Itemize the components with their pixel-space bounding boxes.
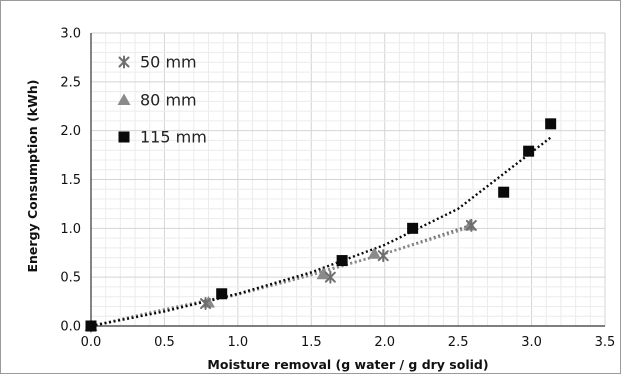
y-tick-label: 2.0 xyxy=(60,124,81,139)
x-tick-label: 0.5 xyxy=(154,335,175,350)
x-tick-labels: 0.0 0.5 1.0 1.5 2.0 2.5 3.0 3.5 xyxy=(81,335,616,350)
axes xyxy=(90,33,605,327)
legend-marker-80-mm xyxy=(117,93,131,105)
x-tick-label: 3.0 xyxy=(521,335,542,350)
data-point-115-mm xyxy=(407,222,419,234)
x-tick-label: 1.0 xyxy=(228,335,249,350)
trendline-115-mm xyxy=(90,136,552,328)
x-tick-label: 1.5 xyxy=(301,335,322,350)
data-point-50-mm xyxy=(377,249,389,263)
data-point-115-mm xyxy=(545,118,557,130)
y-tick-label: 0.0 xyxy=(60,320,81,335)
x-axis-title: Moisture removal (g water / g dry solid) xyxy=(207,357,488,372)
trendline-80-mm xyxy=(90,226,471,328)
data-point-115-mm xyxy=(498,186,510,198)
legend-label: 115 mm xyxy=(140,128,207,147)
x-tick-label: 0.0 xyxy=(81,335,102,350)
y-tick-label: 3.0 xyxy=(60,27,81,42)
data-point-115-mm xyxy=(216,288,228,300)
x-tick-label: 3.5 xyxy=(595,335,616,350)
data-point-115-mm xyxy=(523,145,535,157)
legend-label: 50 mm xyxy=(140,53,197,72)
data-point-80-mm xyxy=(316,267,330,280)
y-tick-label: 1.0 xyxy=(60,222,81,237)
legend-label: 80 mm xyxy=(140,91,197,110)
y-tick-labels: 0.0 0.5 1.0 1.5 2.0 2.5 3.0 xyxy=(60,27,81,335)
grid xyxy=(90,32,606,327)
data-point-50-mm xyxy=(465,218,477,232)
data-point-50-mm xyxy=(324,270,336,284)
data-point-115-mm xyxy=(336,255,348,267)
y-tick-label: 2.5 xyxy=(60,75,81,90)
data-point-80-mm xyxy=(367,247,381,259)
data-point-115-mm xyxy=(85,320,97,332)
y-axis-title: Energy Consumption (kWh) xyxy=(25,79,40,272)
x-tick-label: 2.0 xyxy=(374,335,395,350)
trendlines xyxy=(90,136,552,328)
legend: 50 mm 80 mm 115 mm xyxy=(117,53,207,147)
data-point-50-mm xyxy=(200,297,212,311)
legend-marker-50-mm xyxy=(118,55,130,69)
y-tick-label: 0.5 xyxy=(60,271,81,286)
legend-marker-115-mm xyxy=(118,131,130,143)
y-tick-label: 1.5 xyxy=(60,173,81,188)
data-points xyxy=(84,118,557,333)
x-tick-label: 2.5 xyxy=(448,335,469,350)
